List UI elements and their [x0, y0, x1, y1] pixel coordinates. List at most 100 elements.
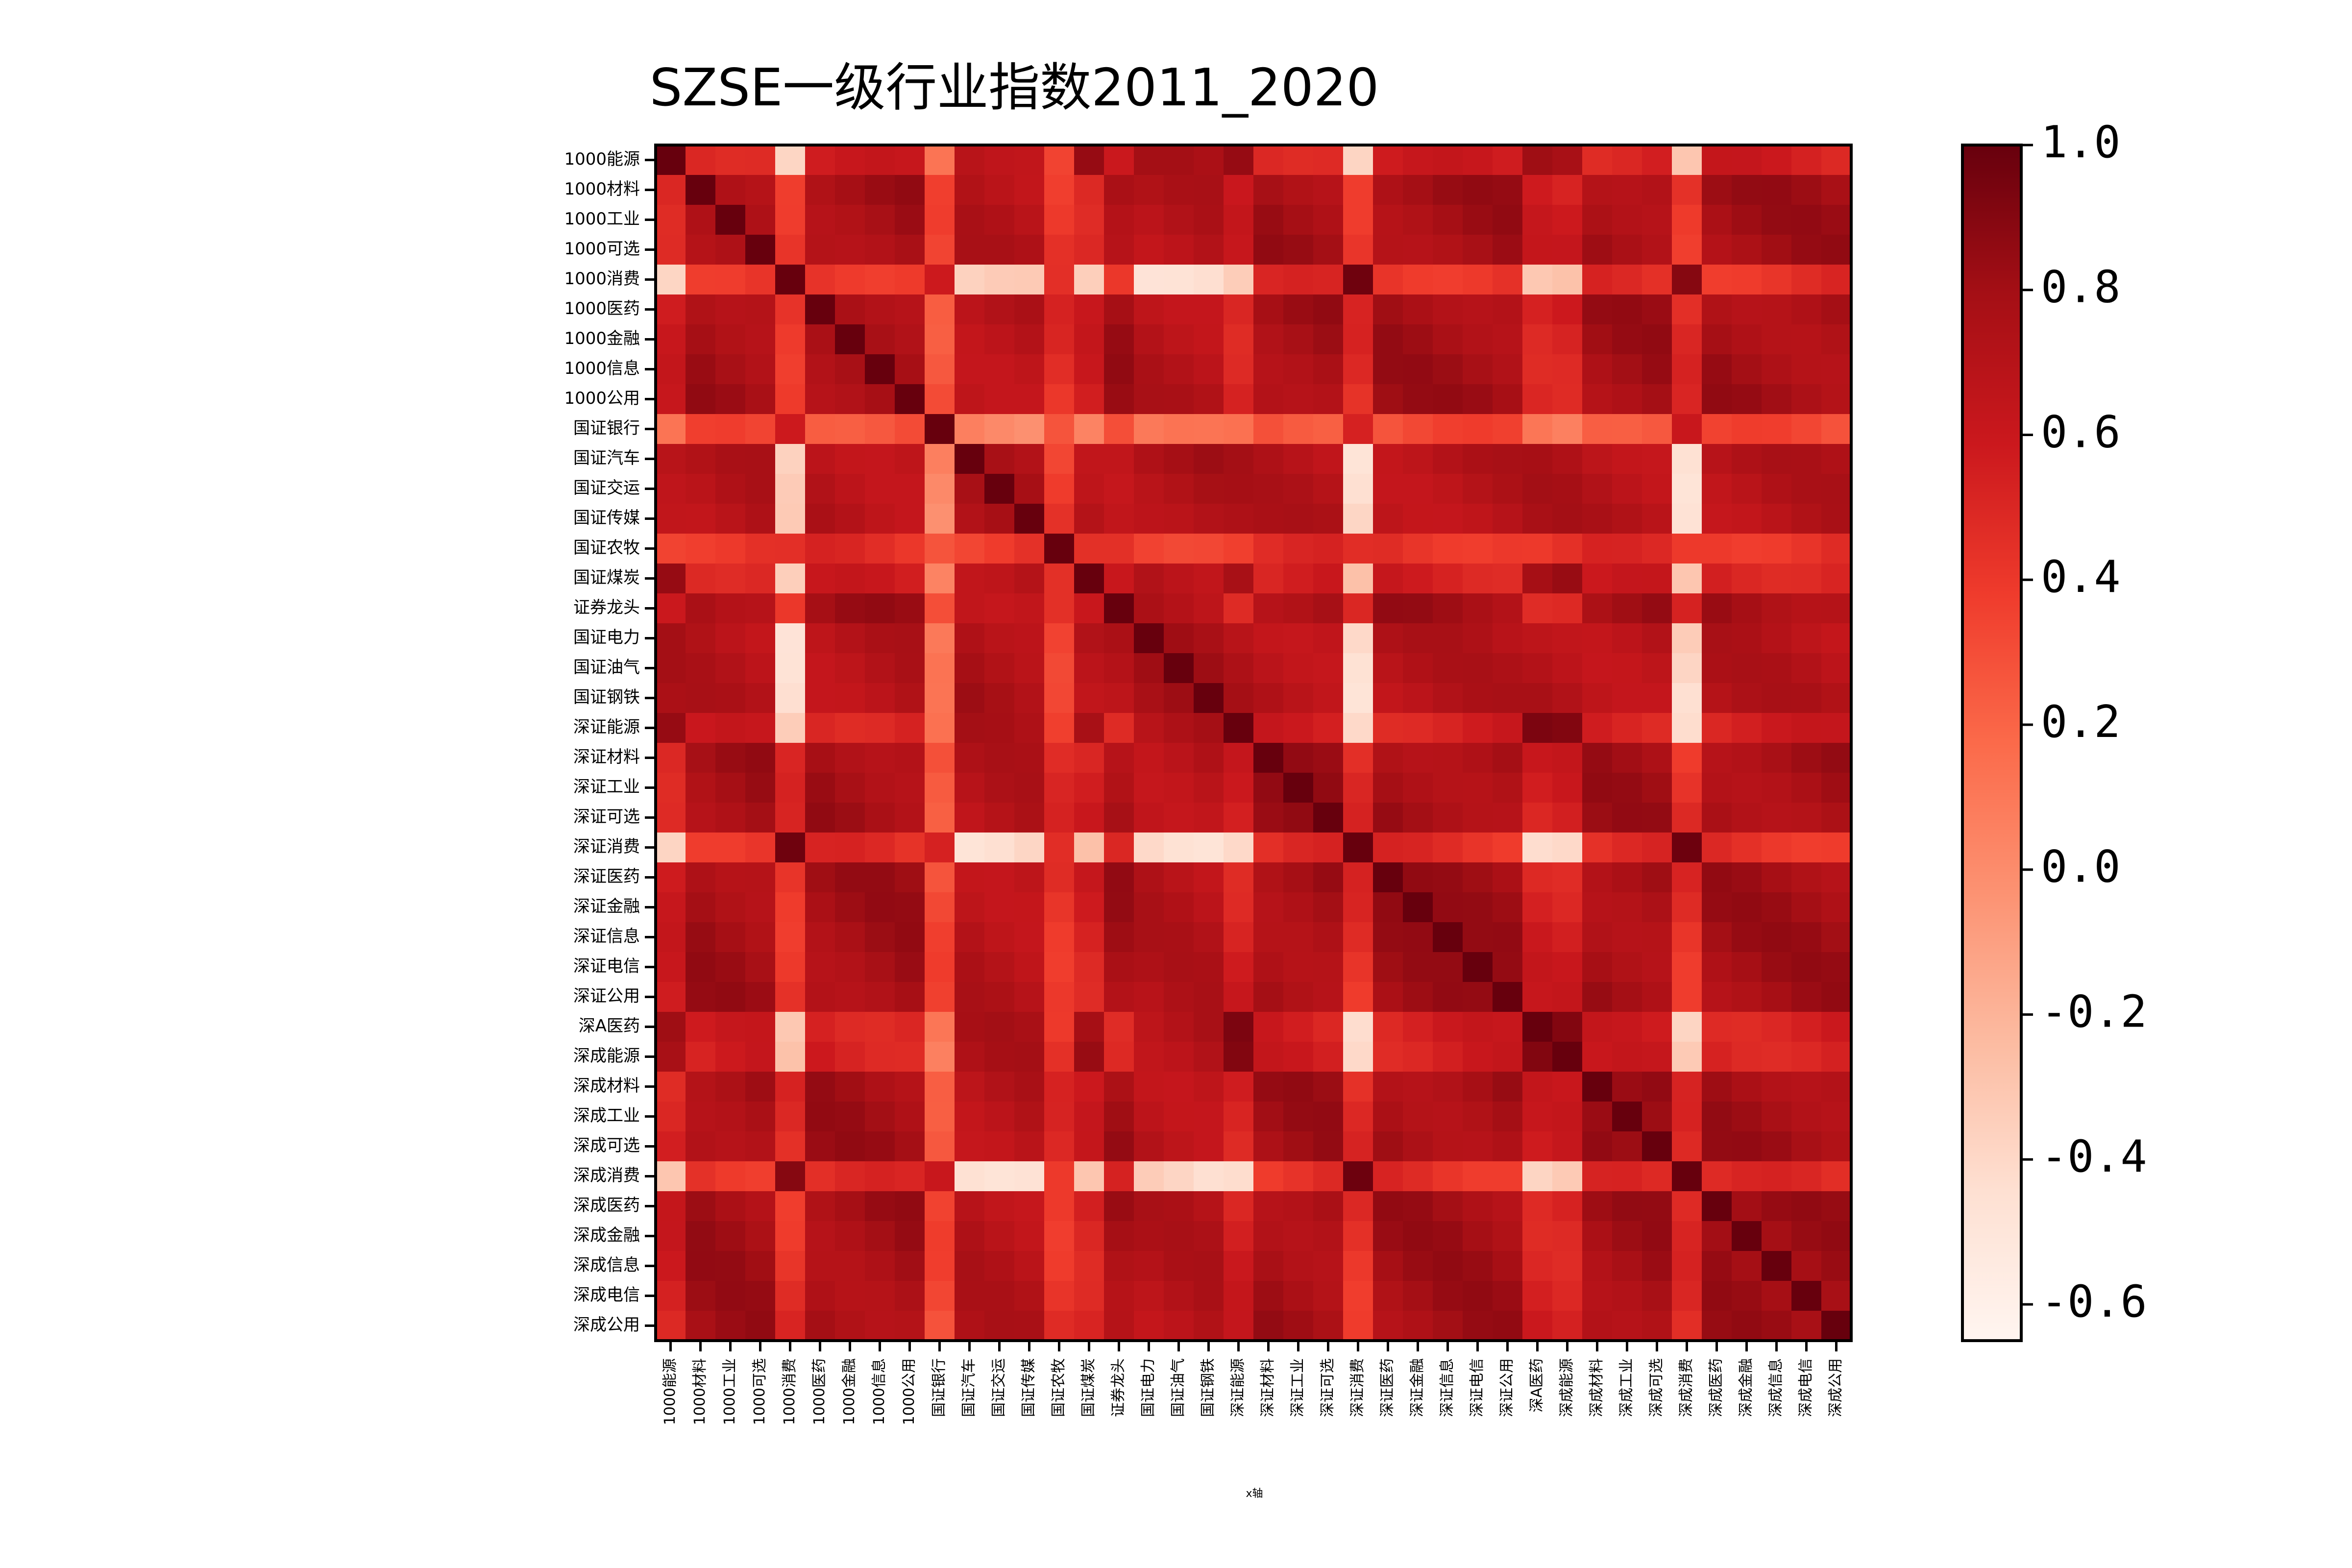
- heatmap-cell: [955, 205, 985, 235]
- heatmap-cell: [1283, 474, 1314, 504]
- heatmap-cell: [805, 982, 835, 1012]
- heatmap-cell: [925, 1012, 955, 1042]
- heatmap-cell: [1612, 773, 1642, 803]
- heatmap-cell: [1433, 833, 1463, 863]
- heatmap-cell: [1672, 713, 1702, 743]
- heatmap-cell: [1552, 354, 1583, 385]
- heatmap-cell: [1552, 593, 1583, 624]
- heatmap-cell: [805, 833, 835, 863]
- heatmap-cell: [656, 324, 686, 355]
- heatmap-cell: [1044, 833, 1075, 863]
- x-tick-label: 深证材料: [1259, 1358, 1276, 1417]
- heatmap-cell: [1821, 773, 1852, 803]
- heatmap-cell: [1074, 1072, 1104, 1102]
- heatmap-cell: [1552, 145, 1583, 175]
- heatmap-cell: [1582, 922, 1613, 953]
- heatmap-cell: [1732, 474, 1762, 504]
- heatmap-cell: [984, 982, 1015, 1012]
- heatmap-cell: [1493, 384, 1523, 415]
- heatmap-cell: [1702, 504, 1732, 534]
- heatmap-cell: [1732, 324, 1762, 355]
- heatmap-cell: [1283, 982, 1314, 1012]
- heatmap-cell: [1433, 534, 1463, 564]
- heatmap-cell: [984, 324, 1015, 355]
- heatmap-cell: [1313, 862, 1344, 893]
- heatmap-cell: [1104, 1102, 1134, 1132]
- heatmap-cell: [1762, 145, 1792, 175]
- heatmap-cell: [1194, 1072, 1224, 1102]
- heatmap-cell: [984, 1281, 1015, 1311]
- heatmap-cell: [1283, 414, 1314, 444]
- heatmap-cell: [1672, 1221, 1702, 1251]
- heatmap-cell: [955, 145, 985, 175]
- heatmap-cell: [1672, 205, 1702, 235]
- heatmap-cell: [1104, 504, 1134, 534]
- heatmap-cell: [1702, 862, 1732, 893]
- heatmap-cell: [745, 384, 776, 415]
- heatmap-cell: [715, 892, 746, 923]
- heatmap-cell: [775, 1161, 806, 1192]
- heatmap-cell: [1493, 474, 1523, 504]
- heatmap-cell: [1283, 1311, 1314, 1341]
- heatmap-cell: [1044, 922, 1075, 953]
- heatmap-cell: [1522, 892, 1553, 923]
- heatmap-cell: [984, 1251, 1015, 1281]
- heatmap-cell: [1762, 294, 1792, 325]
- heatmap-cell: [1433, 922, 1463, 953]
- heatmap-cell: [925, 773, 955, 803]
- heatmap-cell: [1074, 683, 1104, 713]
- heatmap-cell: [1343, 833, 1373, 863]
- heatmap-cell: [715, 1251, 746, 1281]
- heatmap-cell: [1732, 1281, 1762, 1311]
- heatmap-cell: [1762, 474, 1792, 504]
- heatmap-cell: [1164, 653, 1194, 684]
- heatmap-cell: [1821, 623, 1852, 654]
- heatmap-cell: [835, 1012, 865, 1042]
- heatmap-cell: [1732, 564, 1762, 594]
- heatmap-cell: [1552, 653, 1583, 684]
- heatmap-cell: [1463, 862, 1493, 893]
- heatmap-cell: [1821, 862, 1852, 893]
- heatmap-cell: [1463, 743, 1493, 773]
- heatmap-cell: [1074, 833, 1104, 863]
- heatmap-cell: [1522, 384, 1553, 415]
- heatmap-cell: [1522, 713, 1553, 743]
- heatmap-cell: [1433, 1161, 1463, 1192]
- heatmap-cell: [1522, 1221, 1553, 1251]
- heatmap-cell: [1074, 175, 1104, 205]
- heatmap-cell: [1791, 1281, 1822, 1311]
- heatmap-cell: [984, 833, 1015, 863]
- heatmap-cell: [1433, 773, 1463, 803]
- heatmap-cell: [1343, 534, 1373, 564]
- heatmap-cell: [1612, 145, 1642, 175]
- heatmap-cell: [925, 653, 955, 684]
- heatmap-cell: [1074, 922, 1104, 953]
- heatmap-cell: [865, 683, 895, 713]
- x-axis-labels: 1000能源 1000材料 1000工业 1000可选 1000消费 1000医药 1000…: [662, 1341, 1844, 1425]
- heatmap-cell: [1702, 564, 1732, 594]
- heatmap-cell: [1044, 1191, 1075, 1222]
- heatmap-cell: [1403, 414, 1433, 444]
- heatmap-cell: [1373, 1281, 1403, 1311]
- heatmap-cell: [1194, 235, 1224, 265]
- heatmap-cell: [715, 1042, 746, 1072]
- heatmap-cell: [1612, 922, 1642, 953]
- heatmap-cell: [1253, 922, 1284, 953]
- heatmap-cell: [1791, 982, 1822, 1012]
- heatmap-cell: [984, 862, 1015, 893]
- heatmap-cell: [715, 1221, 746, 1251]
- heatmap-cell: [1493, 175, 1523, 205]
- heatmap-cell: [1732, 534, 1762, 564]
- heatmap-cell: [1343, 653, 1373, 684]
- heatmap-cell: [1642, 982, 1672, 1012]
- heatmap-cell: [805, 1102, 835, 1132]
- heatmap-cell: [1074, 235, 1104, 265]
- heatmap-cell: [1821, 653, 1852, 684]
- heatmap-cell: [1762, 833, 1792, 863]
- heatmap-cell: [1552, 982, 1583, 1012]
- heatmap-cell: [1522, 324, 1553, 355]
- heatmap-cell: [1493, 713, 1523, 743]
- heatmap-cell: [686, 145, 716, 175]
- y-tick-label: 1000工业: [564, 209, 640, 229]
- heatmap-cell: [1224, 564, 1254, 594]
